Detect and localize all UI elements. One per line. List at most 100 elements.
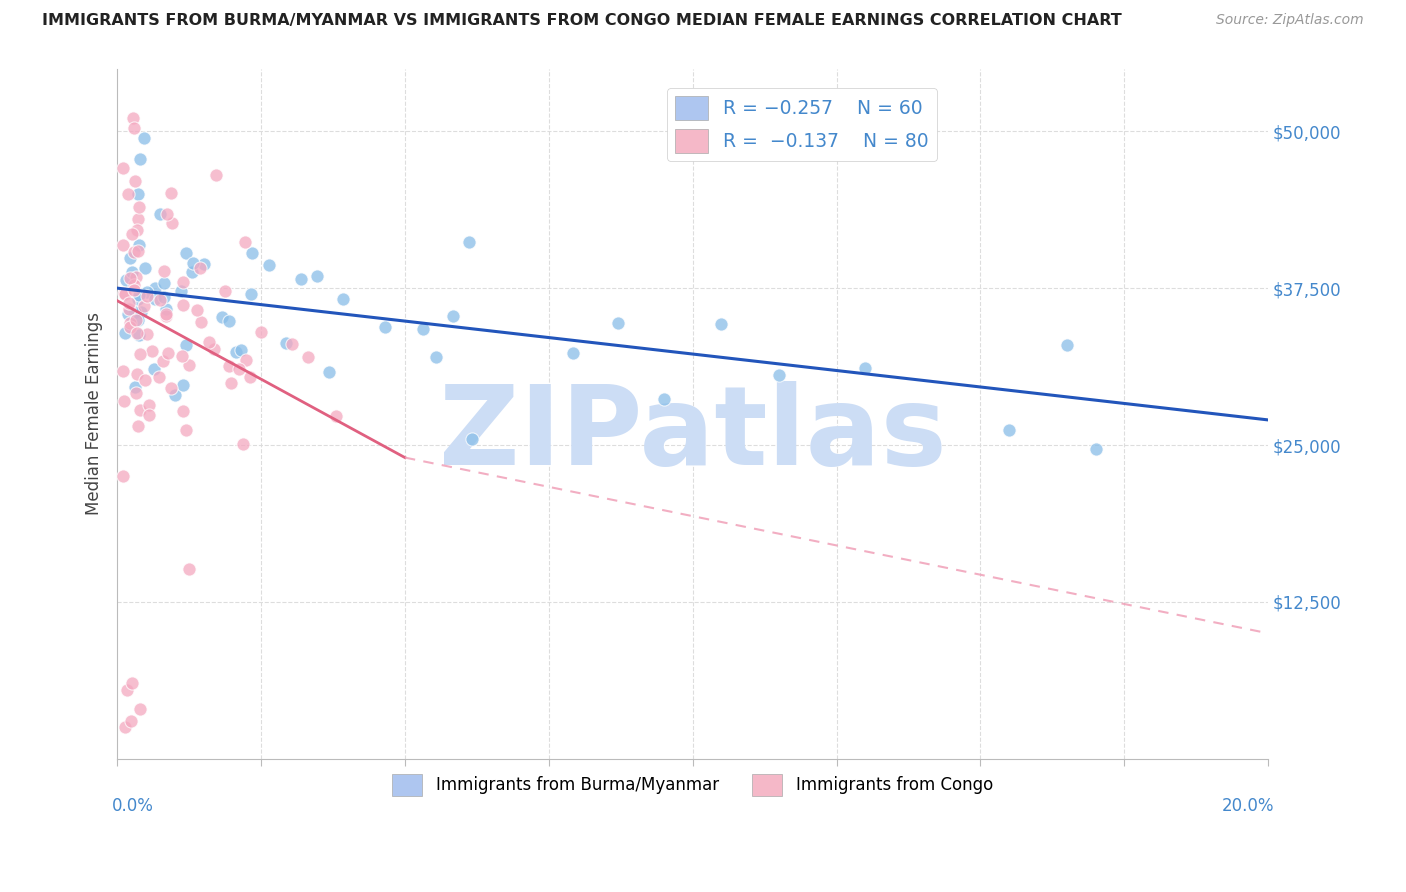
Point <box>125 269 148 284</box>
Point <box>441 309 464 323</box>
Point <box>112 394 135 409</box>
Point <box>125 386 148 401</box>
Point <box>179 358 201 372</box>
Point <box>118 271 141 285</box>
Point <box>121 227 143 241</box>
Point <box>186 302 208 317</box>
Point <box>165 388 187 402</box>
Point <box>170 349 193 363</box>
Point <box>240 245 263 260</box>
Point <box>135 327 157 342</box>
Point <box>374 320 396 334</box>
Point <box>710 318 733 332</box>
Point <box>172 275 194 289</box>
Point <box>853 360 876 375</box>
Point <box>129 305 152 319</box>
Point <box>561 346 583 360</box>
Point <box>114 326 136 340</box>
Point <box>121 111 143 125</box>
Point <box>290 272 312 286</box>
Point <box>176 338 198 352</box>
Point <box>128 237 150 252</box>
Y-axis label: Median Female Earnings: Median Female Earnings <box>86 312 103 516</box>
Point <box>122 278 145 293</box>
Point <box>124 380 146 394</box>
Point <box>193 257 215 271</box>
Point <box>124 174 146 188</box>
Point <box>121 265 143 279</box>
Point <box>274 336 297 351</box>
Point <box>127 419 149 434</box>
Point <box>129 347 152 361</box>
Point <box>160 216 183 230</box>
Point <box>155 307 177 321</box>
Point <box>152 264 174 278</box>
Point <box>114 287 136 301</box>
Point <box>138 398 160 412</box>
Point <box>211 310 233 324</box>
Point <box>228 361 250 376</box>
Point <box>125 222 148 236</box>
Point <box>112 364 135 378</box>
Point <box>111 161 134 176</box>
Point <box>152 354 174 368</box>
Point <box>115 272 138 286</box>
Point <box>118 296 141 310</box>
Point <box>153 290 176 304</box>
Point <box>461 433 484 447</box>
Point <box>127 244 149 259</box>
Text: ZIPatlas: ZIPatlas <box>439 381 946 488</box>
Point <box>134 260 156 275</box>
Point <box>155 309 177 323</box>
Point <box>181 256 204 270</box>
Point <box>124 283 146 297</box>
Point <box>142 361 165 376</box>
Point <box>127 326 149 340</box>
Point <box>124 305 146 319</box>
Point <box>297 351 319 365</box>
Point <box>128 328 150 343</box>
Point <box>127 212 149 227</box>
Point <box>1056 337 1078 351</box>
Point <box>127 313 149 327</box>
Point <box>148 370 170 384</box>
Point <box>225 345 247 359</box>
Point <box>134 299 156 313</box>
Point <box>128 701 150 715</box>
Point <box>136 289 159 303</box>
Point <box>998 423 1021 437</box>
Point <box>118 301 141 316</box>
Point <box>174 245 197 260</box>
Legend: Immigrants from Burma/Myanmar, Immigrants from Congo: Immigrants from Burma/Myanmar, Immigrant… <box>385 767 1000 802</box>
Point <box>156 207 179 221</box>
Point <box>332 292 354 306</box>
Point <box>221 376 243 391</box>
Point <box>232 436 254 450</box>
Text: IMMIGRANTS FROM BURMA/MYANMAR VS IMMIGRANTS FROM CONGO MEDIAN FEMALE EARNINGS CO: IMMIGRANTS FROM BURMA/MYANMAR VS IMMIGRA… <box>42 13 1122 29</box>
Point <box>120 714 142 728</box>
Point <box>120 251 142 265</box>
Point <box>149 207 172 221</box>
Point <box>172 404 194 418</box>
Point <box>118 316 141 330</box>
Point <box>235 353 257 368</box>
Point <box>281 336 304 351</box>
Point <box>117 187 139 202</box>
Point <box>128 200 150 214</box>
Point <box>127 292 149 306</box>
Point <box>134 373 156 387</box>
Point <box>768 368 790 382</box>
Point <box>240 286 263 301</box>
Text: 20.0%: 20.0% <box>1222 797 1274 814</box>
Point <box>239 370 262 384</box>
Point <box>141 343 163 358</box>
Point <box>132 130 155 145</box>
Point <box>127 187 149 202</box>
Point <box>122 245 145 260</box>
Point <box>143 292 166 306</box>
Point <box>250 325 273 339</box>
Point <box>129 403 152 417</box>
Point <box>457 235 479 249</box>
Point <box>318 365 340 379</box>
Point <box>125 368 148 382</box>
